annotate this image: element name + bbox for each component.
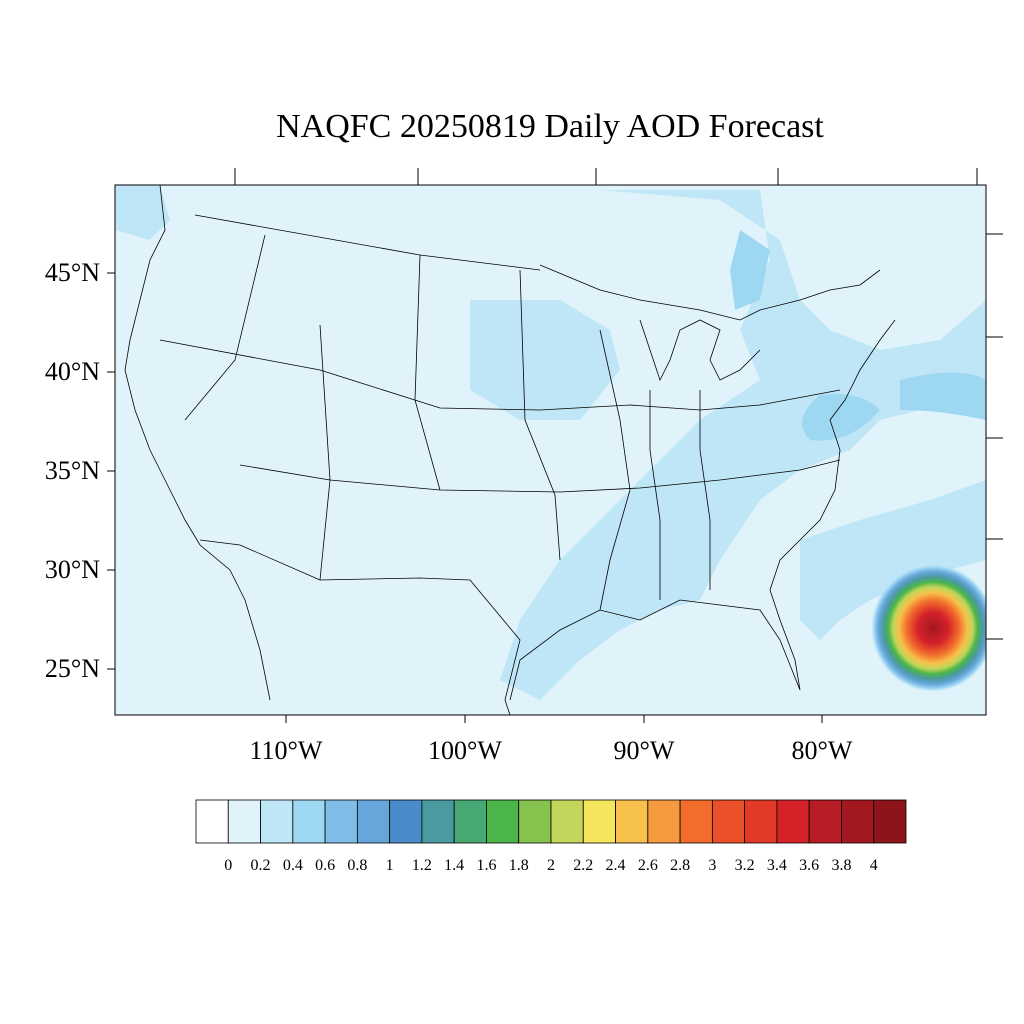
colorbar-box-8 (453, 799, 487, 844)
state-line-4 (319, 324, 331, 581)
plume-light-northwest (115, 185, 170, 240)
lon-label-100w: 100°W (428, 736, 502, 765)
colorbar-label: 0.8 (347, 857, 367, 874)
colorbar-label: 0.6 (315, 857, 335, 874)
colorbar-box-0 (195, 799, 229, 844)
colorbar-label: 1.2 (412, 857, 432, 874)
state-line-6 (519, 269, 561, 561)
lon-label-90w: 90°W (613, 736, 675, 765)
colorbar-label: 2.8 (670, 857, 690, 874)
gulf-atlantic-coast (509, 319, 896, 701)
colorbar-label: 2.4 (606, 857, 626, 874)
map-frame (114, 184, 987, 716)
mexico-border (199, 539, 521, 715)
colorbar-box-14 (647, 799, 681, 844)
plume-light-plains (470, 300, 620, 420)
colorbar-label: 1 (386, 857, 394, 874)
colorbar-box-15 (679, 799, 713, 844)
state-line-2 (239, 459, 841, 493)
state-line-5 (414, 254, 441, 491)
colorbar-box-2 (260, 799, 294, 844)
plume-light-atlantic (800, 480, 986, 640)
colorbar-label: 3.6 (799, 857, 819, 874)
colorbar-label: 1.4 (444, 857, 464, 874)
state-line-3 (184, 234, 266, 421)
lat-label-40n: 40°N (44, 357, 100, 386)
colorbar-box-21 (873, 799, 907, 844)
colorbar-box-10 (518, 799, 552, 844)
colorbar-box-7 (421, 799, 455, 844)
lon-label-80w: 80°W (791, 736, 853, 765)
lon-label-110w: 110°W (249, 736, 323, 765)
lat-label-35n: 35°N (44, 456, 100, 485)
colorbar-label: 2 (547, 857, 555, 874)
state-line-8 (649, 390, 661, 600)
plume-mid-ontario (730, 230, 770, 310)
colorbar-box-3 (292, 799, 326, 844)
colorbar-label: 0.2 (251, 857, 271, 874)
state-line-1 (159, 339, 841, 411)
colorbar-box-9 (486, 799, 520, 844)
colorbar-box-11 (550, 799, 584, 844)
colorbar-box-4 (324, 799, 358, 844)
map-title: NAQFC 20250819 Daily AOD Forecast (276, 108, 824, 145)
colorbar-box-20 (841, 799, 875, 844)
lat-label-45n: 45°N (44, 258, 100, 287)
colorbar-box-17 (744, 799, 778, 844)
colorbar-label: 0 (224, 857, 232, 874)
colorbar-box-13 (615, 799, 649, 844)
axis-ticks (107, 168, 1003, 723)
colorbar-box-18 (776, 799, 810, 844)
colorbar-label: 3 (708, 857, 716, 874)
state-line-9 (699, 390, 711, 590)
state-line-7 (599, 329, 631, 611)
plume-mid-atlantic (802, 394, 880, 441)
colorbar-box-6 (389, 799, 423, 844)
canada-border-east (539, 264, 881, 321)
colorbar-box-12 (582, 799, 616, 844)
colorbar-label: 4 (870, 857, 878, 874)
colorbar-label: 2.6 (638, 857, 658, 874)
colorbar-label: 3.8 (831, 857, 851, 874)
colorbar-box-16 (711, 799, 746, 844)
plume-mid-offshore (900, 372, 986, 420)
aod-field (115, 185, 986, 715)
lat-label-25n: 25°N (44, 654, 100, 683)
colorbar-box-5 (356, 799, 391, 844)
colorbar-label: 1.6 (476, 857, 496, 874)
plume-light-east (500, 190, 986, 700)
map-outlines (124, 185, 896, 715)
colorbar-label: 2.2 (573, 857, 593, 874)
aod-hotspot (871, 564, 986, 692)
west-coast-line (124, 185, 271, 701)
colorbar-label: 0.4 (283, 857, 303, 874)
colorbar-box-19 (808, 799, 842, 844)
colorbar-label: 3.2 (735, 857, 755, 874)
colorbar-box-1 (227, 799, 261, 844)
great-lakes-outline (639, 319, 761, 382)
colorbar-label: 3.4 (767, 857, 787, 874)
colorbar-label: 1.8 (509, 857, 529, 874)
lat-label-30n: 30°N (44, 555, 100, 584)
